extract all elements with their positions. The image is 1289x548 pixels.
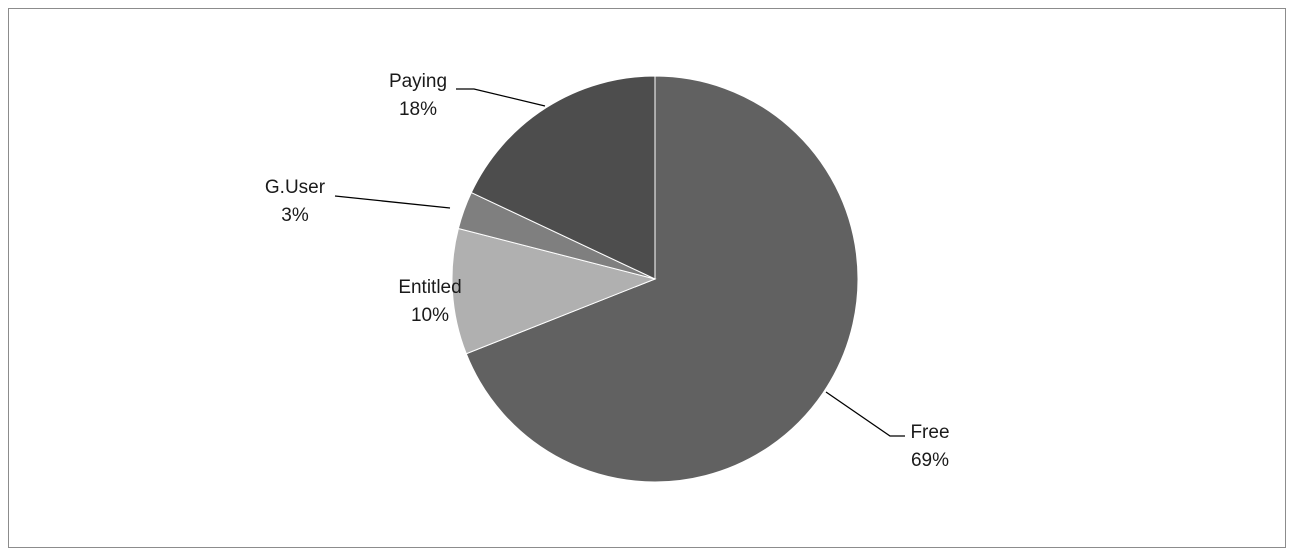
leader-lines	[334, 88, 905, 437]
leader-line-g-user	[334, 195, 451, 209]
slice-percent-label: 10%	[411, 305, 449, 326]
slice-name-label: Free	[910, 422, 949, 443]
slice-name-label: Paying	[389, 71, 447, 92]
leader-line-paying	[456, 88, 546, 107]
slice-name-label: Entitled	[398, 277, 461, 298]
slice-name-label: G.User	[265, 177, 326, 198]
pie-slice-paying	[470, 75, 656, 280]
slice-percent-label: 69%	[911, 450, 949, 471]
pie-slice-entitled	[451, 227, 657, 355]
slice-percent-label: 3%	[281, 205, 309, 226]
pie-chart: Free 69% Entitled 10% G.User 3% Paying 18%	[265, 71, 950, 483]
pie-slices	[451, 75, 859, 483]
pie-slice-free	[465, 75, 859, 483]
data-labels: Free 69% Entitled 10% G.User 3% Paying 18%	[265, 71, 950, 471]
leader-line-free	[825, 391, 905, 437]
slice-percent-label: 18%	[399, 99, 437, 120]
